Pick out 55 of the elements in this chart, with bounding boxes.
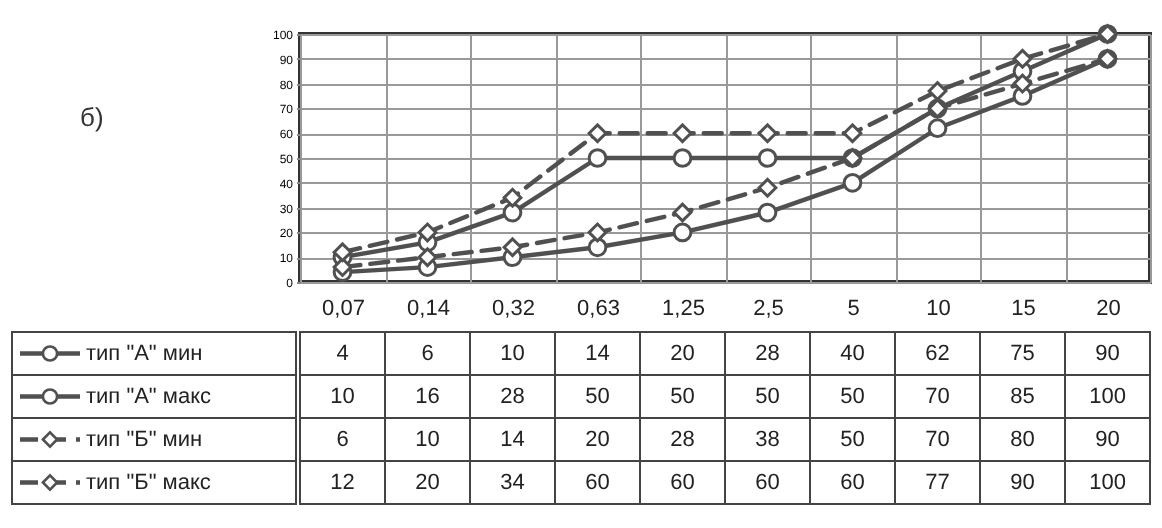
data-label: 20 [670,341,695,366]
data-label: 50 [840,384,865,409]
data-label: 10 [330,384,355,409]
data-label: 6 [336,427,349,452]
data-label: 50 [755,384,780,409]
data-label: 20 [415,470,440,495]
legend-label: тип "Б" мин [86,427,203,452]
x-tick-label: 0,32 [492,297,535,321]
data-label: 20 [585,427,610,452]
data-label: 60 [840,470,865,495]
data-label: 34 [500,470,525,495]
data-label: 12 [330,470,355,495]
data-label: 62 [925,341,950,366]
legend-label: тип "А" мин [86,341,203,366]
x-tick-label: 15 [1011,297,1036,321]
data-label: 14 [585,341,610,366]
data-label: 90 [1095,427,1120,452]
legend-label: тип "Б" макс [86,470,212,495]
data-label: 85 [1010,384,1035,409]
data-label: 28 [500,384,525,409]
data-label: 70 [925,427,950,452]
legend-label: тип "А" макс [86,384,213,409]
x-tick-label: 0,14 [407,297,450,321]
data-label: 90 [1010,470,1035,495]
data-label: 50 [585,384,610,409]
data-label: 4 [336,341,349,366]
data-label: 28 [670,427,695,452]
data-label: 60 [585,470,610,495]
text: б) [80,102,104,132]
data-label: 100 [1089,470,1126,495]
data-label: 50 [670,384,695,409]
data-label: 14 [500,427,525,452]
data-label: 77 [925,470,950,495]
data-label: 90 [1095,341,1120,366]
x-tick-label: 0,07 [322,297,365,321]
data-label: 60 [755,470,780,495]
x-tick-label: 1,25 [662,297,705,321]
data-label: 100 [1089,384,1126,409]
x-tick-label: 20 [1096,297,1121,321]
data-label: 80 [1010,427,1035,452]
x-tick-label: 10 [926,297,951,321]
data-label: 50 [840,427,865,452]
data-label: 28 [755,341,780,366]
data-label: 40 [840,341,865,366]
data-label: 70 [925,384,950,409]
data-label: 6 [421,341,434,366]
data-label: 60 [670,470,695,495]
data-label: 38 [755,427,780,452]
data-label: 75 [1010,341,1035,366]
data-label: 10 [415,427,440,452]
data-label: 10 [500,341,525,366]
x-tick-label: 2,5 [753,297,784,321]
x-tick-label: 0,63 [577,297,620,321]
data-label: 16 [415,384,440,409]
x-tick-label: 5 [847,297,860,321]
